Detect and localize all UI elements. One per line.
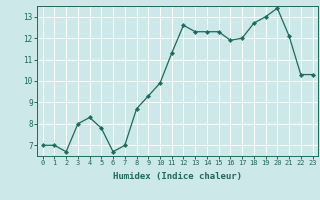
X-axis label: Humidex (Indice chaleur): Humidex (Indice chaleur) — [113, 172, 242, 181]
